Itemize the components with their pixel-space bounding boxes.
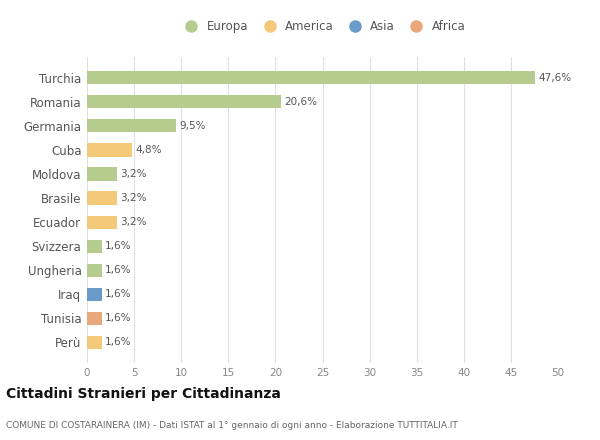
Bar [87,240,102,253]
Bar [87,336,102,349]
Bar [87,167,117,180]
Bar [87,95,281,108]
Text: Cittadini Stranieri per Cittadinanza: Cittadini Stranieri per Cittadinanza [6,387,281,401]
Text: 47,6%: 47,6% [538,73,571,83]
Text: 3,2%: 3,2% [120,217,146,227]
Text: 20,6%: 20,6% [284,97,317,107]
Legend: Europa, America, Asia, Africa: Europa, America, Asia, Africa [179,20,466,33]
Text: 1,6%: 1,6% [105,313,131,323]
Bar [87,71,535,84]
Bar [87,288,102,301]
Bar [87,216,117,229]
Bar [87,312,102,325]
Bar [87,264,102,277]
Text: 1,6%: 1,6% [105,337,131,348]
Text: 3,2%: 3,2% [120,169,146,179]
Text: 4,8%: 4,8% [135,145,161,155]
Text: 1,6%: 1,6% [105,290,131,299]
Bar [87,143,132,157]
Text: 3,2%: 3,2% [120,193,146,203]
Bar [87,119,176,132]
Text: COMUNE DI COSTARAINERA (IM) - Dati ISTAT al 1° gennaio di ogni anno - Elaborazio: COMUNE DI COSTARAINERA (IM) - Dati ISTAT… [6,421,458,430]
Text: 1,6%: 1,6% [105,241,131,251]
Bar [87,191,117,205]
Text: 1,6%: 1,6% [105,265,131,275]
Text: 9,5%: 9,5% [179,121,206,131]
